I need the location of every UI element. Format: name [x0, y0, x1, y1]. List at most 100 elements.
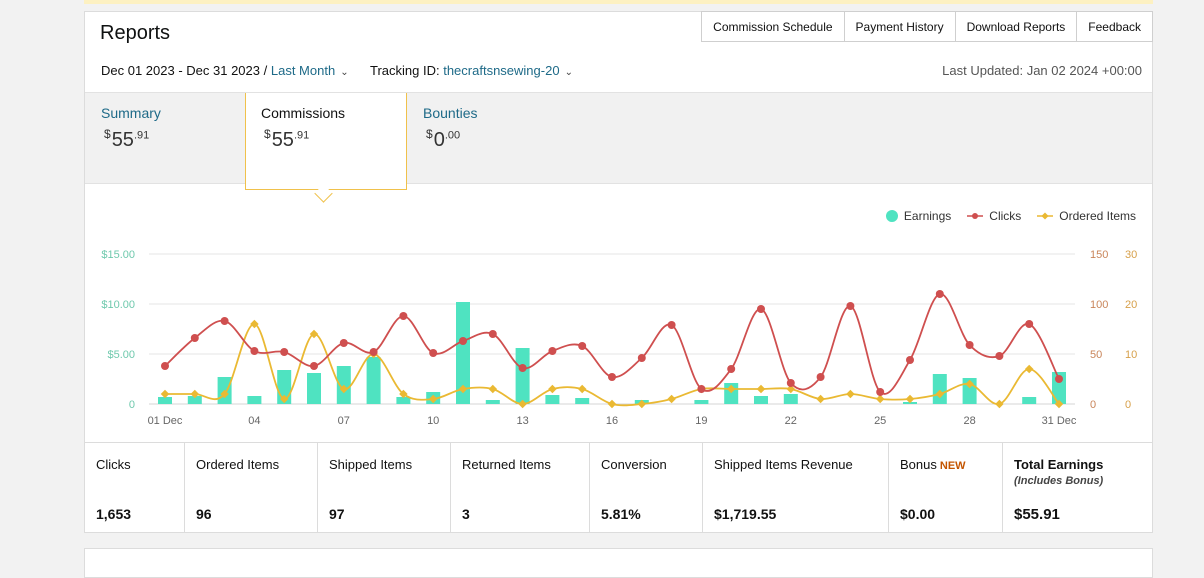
- bar-earnings: [575, 398, 590, 404]
- top-notice-strip: [84, 0, 1153, 4]
- point-clicks: [161, 362, 169, 370]
- x-tick-label: 04: [248, 415, 260, 427]
- chevron-down-icon[interactable]: ⌄: [564, 67, 573, 78]
- top-actions: Commission Schedule Payment History Down…: [701, 11, 1153, 42]
- tab-label: Summary: [101, 105, 161, 121]
- tracking-id-filter: Tracking ID: thecraftsnsewing-20 ⌄: [370, 63, 573, 78]
- point-ordered-items: [160, 389, 170, 399]
- bar-earnings: [247, 396, 262, 404]
- point-clicks: [399, 312, 408, 320]
- point-ordered-items: [667, 394, 676, 404]
- point-ordered-items: [309, 329, 319, 339]
- point-clicks: [250, 347, 259, 355]
- point-ordered-items: [995, 399, 1004, 409]
- point-clicks: [339, 339, 348, 347]
- x-tick-label: 22: [785, 415, 797, 427]
- y-right-tick-label: 0: [1125, 399, 1131, 411]
- point-ordered-items: [965, 379, 974, 389]
- y-left-tick-label: $10.00: [101, 299, 135, 311]
- x-tick-label: 31 Dec: [1042, 415, 1077, 427]
- bar-earnings: [396, 397, 411, 404]
- point-clicks: [190, 334, 199, 342]
- date-range-text: Dec 01 2023 - Dec 31 2023 /: [101, 63, 268, 78]
- x-tick-label: 01 Dec: [148, 415, 183, 427]
- point-clicks: [816, 373, 825, 381]
- point-clicks: [369, 348, 378, 356]
- legend-clicks[interactable]: Clicks: [967, 209, 1021, 223]
- point-clicks: [518, 364, 527, 372]
- point-ordered-items: [488, 384, 498, 394]
- point-clicks: [965, 341, 974, 349]
- report-tabs: Summary $55.91 Commissions $55.91 Bounti…: [85, 92, 1152, 190]
- y-mid-tick-label: 150: [1090, 249, 1108, 261]
- point-ordered-items: [279, 394, 289, 404]
- chevron-down-icon[interactable]: ⌄: [340, 67, 349, 78]
- bar-earnings: [515, 348, 530, 404]
- y-right-tick-label: 30: [1125, 249, 1137, 261]
- date-range-filter: Dec 01 2023 - Dec 31 2023 / Last Month ⌄: [101, 63, 349, 78]
- bar-earnings: [485, 400, 500, 404]
- tracking-id-dropdown[interactable]: thecraftsnsewing-20: [443, 63, 560, 78]
- stats-row: Clicks 1,653 Ordered Items 96 Shipped It…: [85, 442, 1152, 533]
- new-badge: NEW: [939, 460, 966, 472]
- bar-earnings: [694, 400, 709, 404]
- line-ordered-items: [165, 323, 1060, 407]
- chart-canvas[interactable]: $15.00 150 30$10.00 100 20$5.00 50 100 0 001 Dec…: [85, 197, 1152, 442]
- point-clicks: [220, 317, 229, 325]
- point-ordered-items: [577, 384, 587, 394]
- tab-bounties[interactable]: Bounties $0.00: [423, 93, 583, 183]
- point-ordered-items: [756, 384, 766, 394]
- tab-amount: $55.91: [264, 127, 310, 151]
- x-tick-label: 13: [516, 415, 528, 427]
- point-clicks: [906, 356, 914, 364]
- point-ordered-items: [935, 389, 945, 399]
- point-ordered-items: [190, 389, 200, 399]
- stat-returned-items: Returned Items 3: [451, 443, 590, 533]
- point-clicks: [578, 342, 587, 350]
- feedback-button[interactable]: Feedback: [1076, 11, 1153, 42]
- tab-summary[interactable]: Summary $55.91: [101, 93, 261, 183]
- tab-amount: $0.00: [426, 127, 461, 151]
- point-ordered-items: [548, 384, 557, 394]
- point-ordered-items: [458, 384, 468, 394]
- point-ordered-items: [905, 394, 915, 404]
- y-left-tick-label: $5.00: [107, 349, 135, 361]
- x-tick-label: 10: [427, 415, 439, 427]
- tab-commissions[interactable]: Commissions $55.91: [245, 93, 407, 190]
- bar-earnings: [456, 302, 470, 404]
- bar-earnings: [366, 357, 381, 404]
- commission-schedule-button[interactable]: Commission Schedule: [701, 11, 845, 42]
- download-reports-button[interactable]: Download Reports: [954, 11, 1078, 42]
- point-ordered-items: [220, 389, 229, 399]
- tab-label: Bounties: [423, 105, 478, 121]
- line-diamond-icon: [1037, 212, 1054, 220]
- point-clicks: [280, 348, 289, 356]
- tab-label: Commissions: [261, 105, 346, 121]
- y-left-tick-label: $15.00: [101, 249, 135, 261]
- point-clicks: [459, 337, 467, 345]
- legend-earnings[interactable]: Earnings: [885, 209, 951, 223]
- point-ordered-items: [637, 399, 647, 409]
- point-clicks: [995, 352, 1004, 360]
- circle-icon: [885, 210, 898, 222]
- y-right-tick-label: 10: [1125, 349, 1137, 361]
- stat-shipped-items: Shipped Items 97: [318, 443, 451, 533]
- y-mid-tick-label: 50: [1090, 349, 1102, 361]
- stat-total-earnings: Total Earnings (Includes Bonus) $55.91: [1014, 457, 1104, 523]
- point-clicks: [786, 379, 795, 387]
- tab-amount: $55.91: [104, 127, 150, 151]
- payment-history-button[interactable]: Payment History: [843, 11, 956, 42]
- stat-bonus: Bonus NEW $0.00: [889, 443, 1003, 533]
- next-section-card: [84, 548, 1153, 578]
- date-range-dropdown[interactable]: Last Month: [270, 63, 336, 78]
- bar-earnings: [783, 394, 798, 404]
- stat-clicks: Clicks 1,653: [85, 443, 185, 533]
- stat-shipped-revenue: Shipped Items Revenue $1,719.55: [703, 443, 889, 533]
- legend-ordered-items[interactable]: Ordered Items: [1037, 209, 1136, 223]
- point-clicks: [429, 349, 438, 357]
- point-clicks: [608, 373, 616, 381]
- point-ordered-items: [846, 389, 855, 399]
- point-clicks: [1025, 320, 1034, 328]
- point-ordered-items: [1024, 364, 1034, 374]
- x-tick-label: 25: [874, 415, 886, 427]
